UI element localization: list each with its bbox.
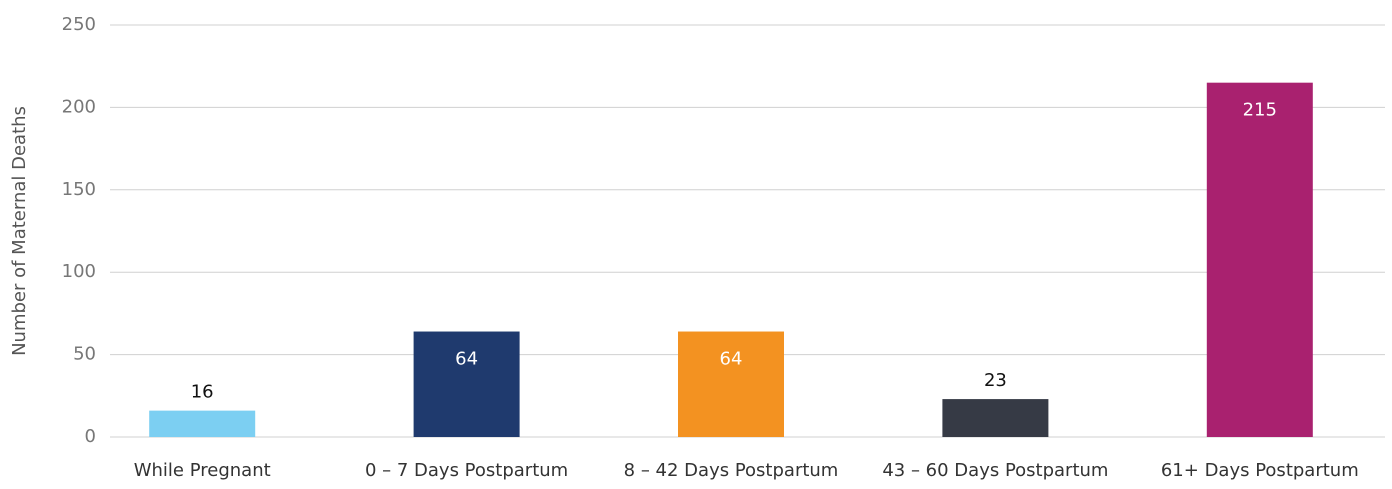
- bar: [678, 331, 784, 437]
- y-tick-label: 0: [85, 426, 96, 447]
- x-tick-label: 8 – 42 Days Postpartum: [624, 460, 839, 481]
- value-label: 16: [191, 382, 214, 403]
- value-label: 215: [1243, 100, 1277, 121]
- x-tick-label: 0 – 7 Days Postpartum: [365, 460, 568, 481]
- x-tick-label: 43 – 60 Days Postpartum: [882, 460, 1108, 481]
- y-tick-label: 150: [62, 179, 96, 200]
- x-tick-label: While Pregnant: [134, 460, 271, 481]
- bar: [149, 410, 256, 437]
- bar: [413, 331, 520, 437]
- y-tick-label: 100: [62, 261, 96, 282]
- y-tick-label: 50: [73, 344, 96, 365]
- value-label: 64: [455, 349, 478, 370]
- value-label: 64: [720, 349, 743, 370]
- value-label: 23: [984, 370, 1007, 391]
- x-tick-label: 61+ Days Postpartum: [1161, 460, 1359, 481]
- y-axis-title: Number of Maternal Deaths: [9, 106, 30, 356]
- y-tick-label: 250: [62, 14, 96, 35]
- y-tick-label: 200: [62, 96, 96, 117]
- bar: [1206, 82, 1313, 438]
- bar: [942, 399, 1049, 437]
